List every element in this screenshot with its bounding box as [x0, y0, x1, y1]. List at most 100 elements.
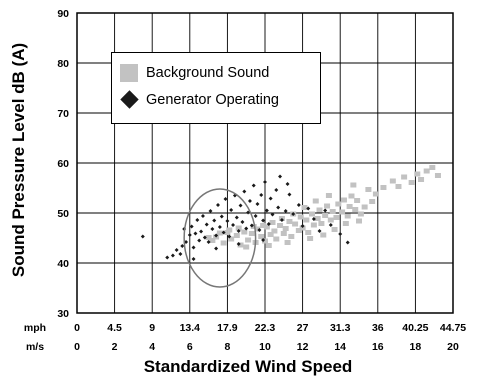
x-tick-label: 6	[187, 341, 193, 353]
x-tick-label: 27	[297, 322, 309, 334]
plot-border	[76, 12, 454, 314]
background-sound-point	[243, 244, 250, 250]
background-sound-point	[310, 222, 317, 228]
generator-point	[259, 193, 264, 197]
y-tick-label: 50	[57, 208, 69, 220]
generator-point	[178, 252, 183, 256]
background-sound-point	[282, 226, 289, 231]
x-tick-label: 0	[74, 341, 80, 353]
x-tick-label: 4	[149, 341, 155, 353]
generator-point	[261, 218, 266, 223]
generator-point	[165, 255, 170, 260]
x-tick-label: 2	[112, 341, 118, 353]
generator-point	[204, 222, 209, 227]
background-sound-point	[318, 221, 325, 226]
background-sound-point	[389, 178, 396, 184]
background-sound-point	[316, 207, 323, 213]
background-sound-point	[309, 211, 315, 217]
x-tick-label: 40.25	[402, 322, 428, 334]
legend: Background Sound Generator Operating	[111, 52, 321, 124]
legend-diamond-marker	[120, 91, 138, 109]
background-sound-point	[354, 198, 361, 203]
background-sound-point	[265, 243, 272, 248]
generator-point	[214, 233, 219, 238]
background-sound-point	[284, 240, 291, 245]
generator-point	[210, 227, 215, 231]
y-tick-label: 30	[57, 308, 69, 320]
legend-entry-generator-operating: Generator Operating	[120, 90, 279, 110]
generator-point	[225, 219, 230, 223]
legend-label: Background Sound	[146, 65, 270, 81]
background-sound-point	[380, 185, 387, 190]
generator-point	[229, 208, 234, 212]
x-tick-label: 10	[259, 341, 271, 353]
generator-point	[236, 242, 241, 246]
generator-point	[251, 183, 256, 188]
background-sound-point	[299, 225, 306, 231]
generator-point	[227, 234, 232, 239]
background-sound-point	[350, 182, 357, 188]
background-sound-point	[352, 207, 359, 212]
generator-point	[249, 223, 254, 228]
generator-point	[287, 192, 292, 197]
generator-point	[255, 202, 260, 206]
generator-point	[199, 229, 204, 234]
background-sound-point	[305, 230, 312, 235]
background-sound-point	[314, 216, 321, 221]
background-sound-point	[335, 201, 342, 207]
background-sound-point	[273, 236, 280, 242]
background-sound-point	[327, 217, 334, 223]
generator-point	[223, 197, 228, 201]
generator-point	[328, 223, 333, 227]
x-tick-label: 22.3	[255, 322, 276, 334]
x-tick-label: 36	[372, 322, 384, 334]
background-sound-point	[342, 221, 349, 226]
generator-point	[187, 233, 192, 237]
background-sound-point	[254, 226, 261, 232]
background-sound-point	[307, 236, 314, 241]
generator-point	[263, 180, 267, 184]
legend-entry-background-sound: Background Sound	[120, 63, 269, 83]
background-sound-point	[312, 198, 319, 204]
background-sound-point	[329, 209, 336, 214]
generator-point	[180, 244, 185, 248]
generator-point	[274, 188, 279, 192]
background-sound-point	[372, 191, 379, 197]
generator-point	[246, 210, 251, 215]
background-sound-point	[250, 224, 257, 229]
generator-point	[338, 232, 343, 236]
generator-point	[216, 203, 220, 207]
background-sound-point	[322, 213, 329, 218]
generator-point	[206, 240, 211, 244]
x-tick-label: 12	[297, 341, 309, 353]
y-axis-title-wrap: Sound Pressure Level dB (A)	[4, 0, 34, 320]
generator-point	[208, 209, 213, 213]
background-sound-point	[233, 233, 240, 238]
generator-point	[200, 214, 205, 218]
background-sound-point	[235, 225, 242, 231]
y-tick-label: 40	[57, 258, 69, 270]
generator-point	[236, 229, 241, 233]
generator-point	[244, 226, 249, 231]
generator-point	[195, 218, 200, 222]
background-sound-point	[216, 230, 223, 236]
generator-point	[247, 199, 252, 203]
generator-point	[214, 246, 219, 251]
background-sound-point	[286, 219, 293, 224]
background-sound-point	[267, 232, 274, 237]
generator-point	[189, 224, 194, 229]
background-sound-point	[324, 203, 331, 209]
generator-point	[231, 223, 236, 227]
background-sound-point	[357, 211, 364, 217]
generator-point	[345, 240, 350, 245]
generator-point	[191, 257, 196, 261]
x-tick-label: 9	[149, 322, 155, 334]
generator-point	[238, 203, 243, 208]
background-sound-point	[361, 204, 368, 210]
background-sound-point	[325, 193, 332, 198]
generator-point	[242, 189, 247, 194]
generator-point	[278, 174, 283, 179]
generator-point	[174, 248, 179, 252]
x-axis-unit-label: m/s	[26, 341, 44, 353]
